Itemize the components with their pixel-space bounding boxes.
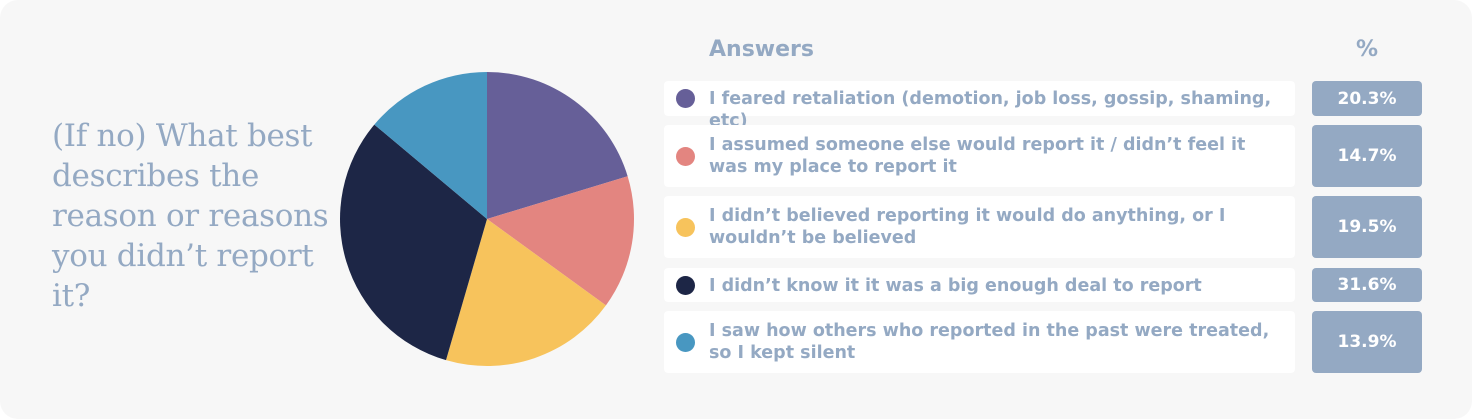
answer-row: I saw how others who reported in the pas… (664, 311, 1422, 373)
answer-row: I didn’t believed reporting it would do … (664, 196, 1422, 258)
percent-value: 20.3% (1312, 81, 1422, 116)
answer-box: I saw how others who reported in the pas… (664, 311, 1295, 373)
answers-header: Answers (709, 37, 814, 62)
answer-row: I didn’t know it it was a big enough dea… (664, 268, 1422, 302)
percent-value: 31.6% (1312, 268, 1422, 302)
answer-text: I assumed someone else would report it /… (709, 135, 1246, 177)
pie-slice-4 (340, 124, 487, 361)
legend-dot (676, 333, 695, 352)
answer-text: I saw how others who reported in the pas… (709, 321, 1270, 363)
answer-row: I assumed someone else would report it /… (664, 125, 1422, 187)
answer-box: I didn’t believed reporting it would do … (664, 196, 1295, 258)
legend-dot (676, 147, 695, 166)
question-title: (If no) What best describes the reason o… (52, 118, 329, 314)
answer-box: I assumed someone else would report it /… (664, 125, 1295, 187)
percent-value: 14.7% (1312, 125, 1422, 187)
legend-dot (676, 89, 695, 108)
pie-slice-3 (445, 219, 606, 366)
percent-value: 13.9% (1312, 311, 1422, 373)
percent-header: % (1355, 37, 1379, 62)
pie-slice-1 (487, 72, 628, 219)
answer-text: I didn’t know it it was a big enough dea… (709, 276, 1202, 296)
legend-dot (676, 218, 695, 237)
percent-value: 19.5% (1312, 196, 1422, 258)
answer-box: I feared retaliation (demotion, job loss… (664, 81, 1295, 131)
legend-dot (676, 276, 695, 295)
pie-slice-5 (374, 72, 487, 219)
answer-box: I didn’t know it it was a big enough dea… (664, 268, 1295, 302)
pie-chart (340, 72, 635, 366)
answer-row: I feared retaliation (demotion, job loss… (664, 81, 1422, 131)
answer-text: I didn’t believed reporting it would do … (709, 206, 1226, 248)
pie-slice-2 (487, 176, 635, 306)
